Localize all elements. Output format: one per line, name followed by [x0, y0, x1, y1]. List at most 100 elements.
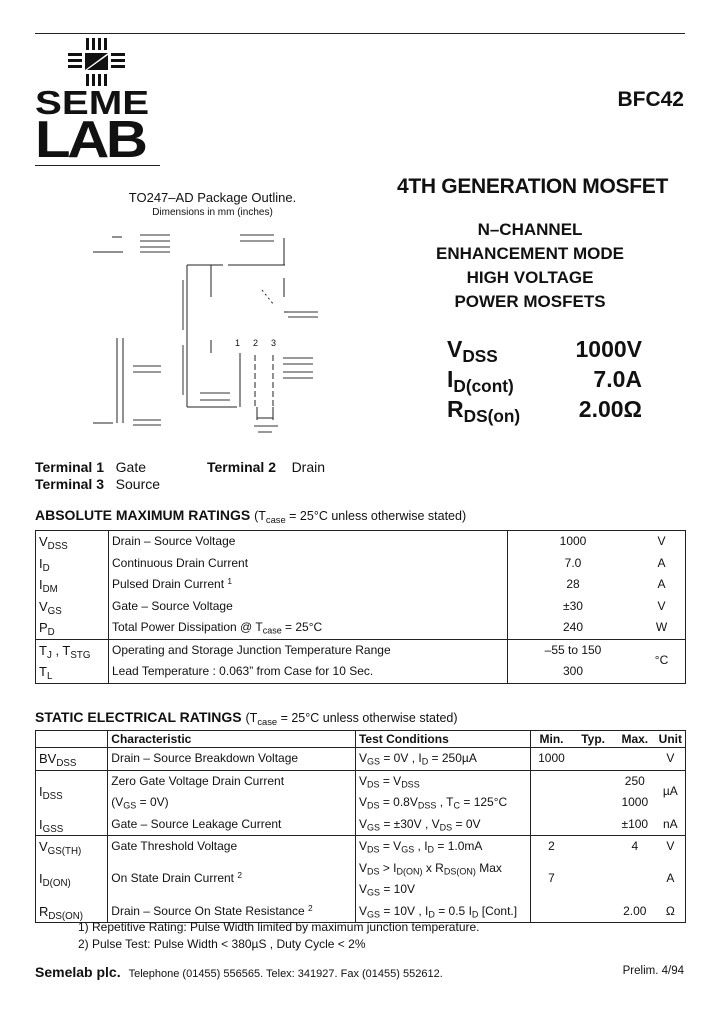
text-segment: T	[39, 664, 47, 679]
symbol-cell: TL	[35, 661, 109, 683]
symbol-cell: PD	[35, 617, 109, 639]
typ-cell	[572, 835, 614, 858]
text-segment: I	[39, 816, 43, 832]
text-segment: DSS	[462, 346, 498, 367]
text-segment: Gate – Source Leakage Current	[111, 816, 282, 831]
min-cell	[530, 901, 572, 923]
pin-label: 1	[235, 338, 241, 348]
typ-cell	[572, 769, 614, 792]
unit-cell: V	[655, 835, 686, 858]
table-row: ID Continuous Drain Current 7.0 A	[35, 552, 686, 574]
characteristic-cell: Lead Temperature : 0.063” from Case for …	[108, 661, 508, 683]
symbol-cell: BVDSS	[35, 747, 109, 770]
value-cell: 300	[562, 664, 584, 678]
test-condition-cell: VGS = ±30V , VDS = 0V	[355, 813, 531, 836]
feature-list: N–CHANNEL ENHANCEMENT MODE HIGH VOLTAGE …	[380, 218, 680, 314]
text-segment: case	[257, 716, 278, 727]
text-segment: I	[447, 366, 454, 392]
text-segment: DS	[366, 866, 380, 877]
table-row: IGSS Gate – Source Leakage Current VGS = ±…	[35, 813, 686, 836]
text-segment: D	[427, 844, 435, 855]
max-cell: ±100	[621, 816, 649, 831]
text-segment: P	[39, 620, 48, 635]
terminal-name: Source	[115, 476, 161, 492]
text-segment: (T	[245, 711, 258, 725]
unit-cell: V	[657, 598, 666, 613]
top-rule	[35, 33, 685, 34]
unit-cell: Ω	[665, 903, 675, 918]
text-segment: BV	[39, 751, 57, 766]
text-segment: DS(ON)	[443, 866, 476, 877]
value-cell: 7.0	[564, 555, 582, 570]
max-cell	[613, 747, 656, 770]
unit-cell: A	[666, 871, 675, 886]
terminal-3: Terminal 3 Source	[35, 476, 160, 492]
contact-info: Telephone (01455) 556565. Telex: 341927.…	[128, 968, 443, 980]
text-segment: DS	[366, 800, 380, 811]
text-segment: R	[447, 396, 464, 422]
symbol-cell: TJ , TSTG	[35, 638, 109, 661]
static-heading: STATIC ELECTRICAL RATINGS (Tcase = 25°C …	[35, 709, 458, 727]
text-segment: (T	[254, 509, 266, 523]
table-row: VGS Gate – Source Voltage ±30 V	[35, 595, 686, 617]
text-segment: DSS	[56, 757, 77, 769]
text-segment: DS	[366, 844, 380, 855]
unit-cell: °C	[638, 638, 686, 683]
text-segment: DS	[439, 822, 453, 833]
max-cell: 2.00	[623, 903, 647, 918]
text-segment: Total Power Dissipation @ T	[112, 620, 263, 634]
symbol-cell: VDSS	[35, 530, 109, 553]
text-segment: Lead Temperature : 0.063” from Case for …	[112, 664, 374, 678]
absolute-max-ratings-table: VDSS Drain – Source Voltage 1000 V ID Continu…	[35, 530, 686, 684]
unit-cell: A	[657, 555, 666, 570]
header-cell: Characteristic	[107, 730, 356, 748]
pin-label: 2	[253, 338, 259, 348]
typ-cell	[572, 858, 614, 901]
text-segment: I	[39, 577, 43, 592]
characteristic-cell: Drain – Source Breakdown Voltage	[107, 747, 356, 770]
text-segment: , T	[51, 642, 71, 658]
text-segment: Gate – Source Voltage	[112, 598, 233, 613]
text-segment: R	[39, 903, 49, 919]
text-segment: V	[358, 860, 367, 875]
spec-value: 1000V	[575, 336, 642, 362]
terminal-label: Terminal 3	[35, 476, 104, 492]
logo-mark-icon	[68, 38, 125, 86]
terminal-1: Terminal 1 Gate	[35, 459, 146, 475]
terminal-label: Terminal 2	[207, 459, 276, 475]
section-note: (Tcase = 25°C unless otherwise stated)	[245, 711, 458, 727]
text-segment: D(cont)	[453, 376, 514, 397]
product-title: 4TH GENERATION MOSFET	[397, 175, 668, 198]
footnote: 1) Repetitive Rating: Pulse Width limite…	[78, 920, 480, 934]
text-segment: V	[39, 598, 48, 614]
text-segment: case	[265, 514, 286, 525]
spec-symbol: ID(cont)	[447, 366, 514, 397]
characteristic-cell: Zero Gate Voltage Drain Current	[107, 769, 356, 792]
unit-cell: V	[657, 534, 666, 548]
feature-item: N–CHANNEL	[477, 220, 583, 239]
text-segment: V	[358, 816, 367, 831]
feature-item: HIGH VOLTAGE	[466, 268, 594, 287]
text-segment: = 25°C	[281, 620, 323, 634]
text-segment: C	[453, 800, 461, 811]
header-cell: Min.	[530, 730, 573, 748]
symbol-cell: ID	[35, 552, 109, 574]
table-row: BVDSS Drain – Source Breakdown Voltage VGS…	[35, 747, 686, 770]
text-segment: V	[358, 795, 367, 809]
typ-cell	[572, 747, 614, 770]
text-segment: V	[358, 903, 367, 918]
table-row: IDSS Zero Gate Voltage Drain Current VDS =…	[35, 769, 686, 814]
table-row: RDS(ON) Drain – Source On State Resistanc…	[35, 900, 686, 923]
table-header-row: Characteristic Test Conditions Min. Typ.…	[35, 730, 686, 748]
text-segment: J	[46, 649, 52, 661]
min-cell	[530, 814, 572, 836]
table-row: (VGS = 0V) VDS = 0.8VDSS , TC = 125°C 1000	[36, 792, 686, 814]
static-electrical-ratings-table: Characteristic Test Conditions Min. Typ.…	[35, 730, 686, 923]
section-note: (Tcase = 25°C unless otherwise stated)	[254, 509, 466, 525]
text-segment: D	[47, 626, 55, 638]
text-segment: STG	[70, 649, 91, 661]
min-cell: 7	[548, 871, 555, 886]
package-subtitle: Dimensions in mm (inches)	[152, 207, 273, 218]
package-outline-drawing	[93, 234, 318, 433]
text-segment: On State Drain Current	[111, 871, 238, 886]
